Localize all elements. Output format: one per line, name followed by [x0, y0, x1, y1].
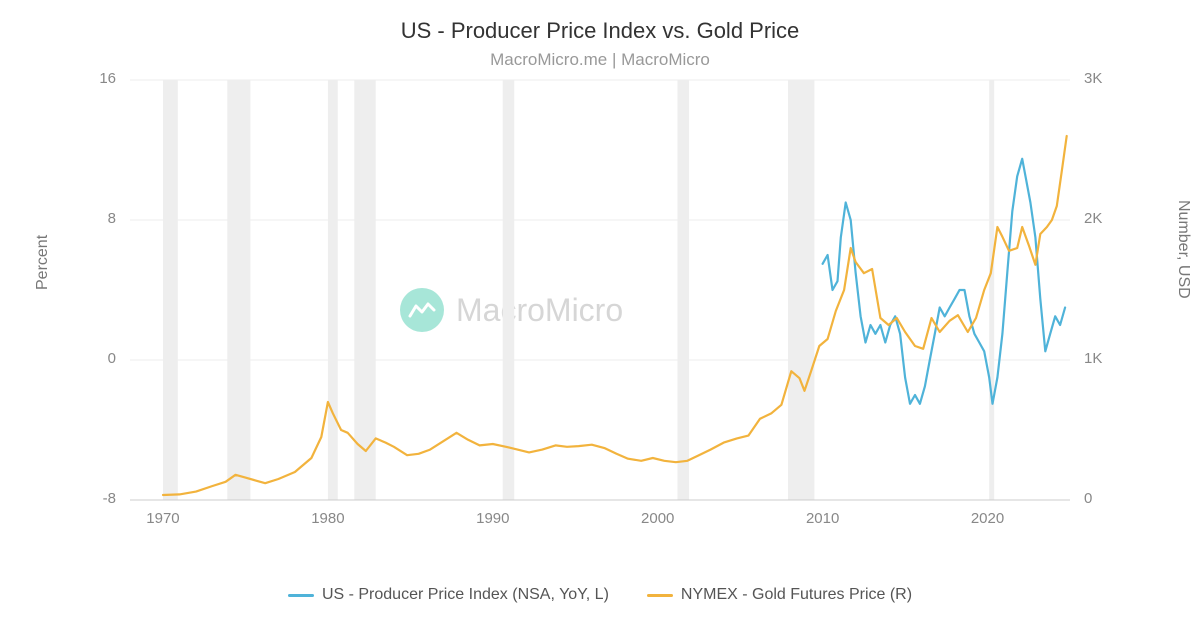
- chart-container: US - Producer Price Index vs. Gold Price…: [0, 0, 1200, 630]
- legend-label: NYMEX - Gold Futures Price (R): [681, 586, 912, 604]
- legend-swatch: [647, 594, 673, 597]
- legend-swatch: [288, 594, 314, 597]
- plot-area: MacroMicro: [130, 80, 1070, 500]
- legend-label: US - Producer Price Index (NSA, YoY, L): [322, 586, 609, 604]
- chart-title: US - Producer Price Index vs. Gold Price: [0, 0, 1200, 44]
- chart-subtitle: MacroMicro.me | MacroMicro: [0, 50, 1200, 70]
- plot-svg: [130, 80, 1070, 500]
- legend: US - Producer Price Index (NSA, YoY, L) …: [0, 586, 1200, 604]
- legend-item-gold[interactable]: NYMEX - Gold Futures Price (R): [647, 586, 912, 604]
- legend-item-ppi[interactable]: US - Producer Price Index (NSA, YoY, L): [288, 586, 609, 604]
- y-left-axis-label: Percent: [34, 235, 52, 290]
- y-right-axis-label: Number, USD: [1174, 200, 1192, 299]
